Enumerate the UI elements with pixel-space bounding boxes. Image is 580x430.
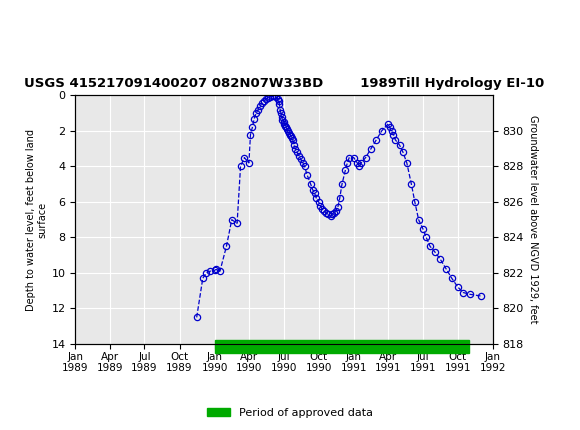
Text: ≡USGS: ≡USGS [9, 11, 79, 29]
Title: USGS 415217091400207 082N07W33BD        1989Till Hydrology EI-10: USGS 415217091400207 082N07W33BD 1989Til… [24, 77, 544, 90]
Y-axis label: Groundwater level above NGVD 1929, feet: Groundwater level above NGVD 1929, feet [528, 116, 538, 324]
Bar [215, 341, 469, 353]
Y-axis label: Depth to water level, feet below land
surface: Depth to water level, feet below land su… [26, 129, 48, 311]
Legend: Period of approved data: Period of approved data [203, 403, 377, 422]
